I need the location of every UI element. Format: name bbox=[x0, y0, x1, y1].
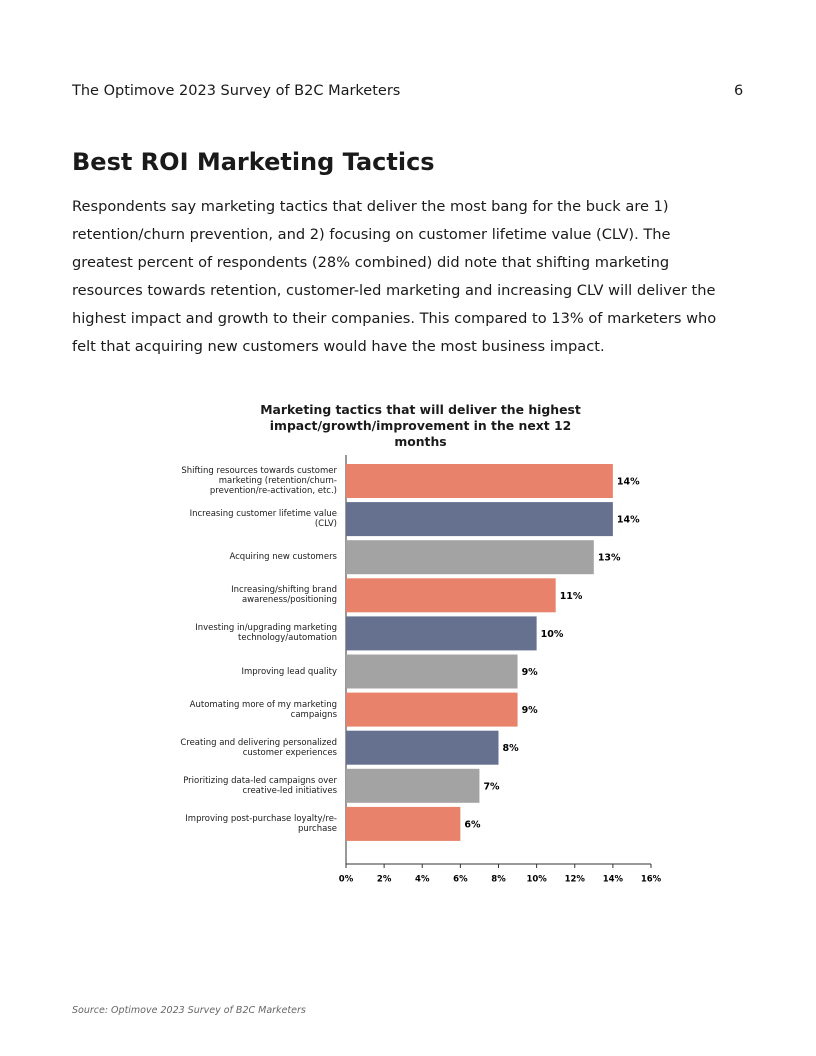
category-label: Increasing/shifting brand awareness/posi… bbox=[231, 585, 337, 606]
value-label: 14% bbox=[617, 477, 640, 488]
x-tick-label: 12% bbox=[565, 875, 586, 885]
category-label: Improving post-purchase loyalty/re-purch… bbox=[185, 813, 337, 834]
paragraph: Respondents say marketing tactics that d… bbox=[72, 198, 717, 355]
value-label: 9% bbox=[522, 667, 539, 678]
page-number: 6 bbox=[734, 83, 744, 99]
bar bbox=[346, 768, 480, 803]
x-tick-label: 2% bbox=[377, 875, 392, 885]
value-label: 10% bbox=[541, 629, 564, 640]
x-tick-label: 10% bbox=[526, 875, 547, 885]
category-label: Increasing customer lifetime value (CLV) bbox=[189, 509, 337, 530]
header-title: The Optimove 2023 Survey of B2C Marketer… bbox=[72, 83, 401, 99]
x-tick-label: 14% bbox=[603, 875, 624, 885]
bar bbox=[346, 654, 518, 689]
category-label: Acquiring new customers bbox=[229, 552, 337, 563]
category-label: Investing in/upgrading marketing technol… bbox=[195, 623, 337, 644]
value-label: 11% bbox=[560, 591, 583, 602]
x-tick-label: 4% bbox=[415, 875, 430, 885]
value-label: 8% bbox=[503, 743, 520, 754]
x-tick-label: 16% bbox=[641, 875, 662, 885]
source: Source: Optimove 2023 Survey of B2C Mark… bbox=[72, 1005, 306, 1016]
category-label: Shifting resources towards customer mark… bbox=[181, 466, 337, 496]
x-tick-label: 0% bbox=[339, 875, 354, 885]
bar bbox=[346, 806, 461, 841]
bar bbox=[346, 540, 594, 575]
bar bbox=[346, 502, 613, 537]
x-tick-label: 6% bbox=[453, 875, 468, 885]
bar bbox=[346, 730, 499, 765]
value-label: 13% bbox=[598, 553, 621, 564]
value-label: 14% bbox=[617, 515, 640, 526]
bar bbox=[346, 578, 556, 613]
category-label: Creating and delivering personalized cus… bbox=[180, 737, 337, 758]
category-label: Prioritizing data-led campaigns over cre… bbox=[183, 775, 337, 796]
value-label: 9% bbox=[522, 705, 539, 716]
bar bbox=[346, 464, 613, 498]
bar bbox=[346, 692, 518, 727]
x-tick-label: 8% bbox=[491, 875, 506, 885]
category-label: Improving lead quality bbox=[241, 666, 337, 677]
chart-title: Marketing tactics that will deliver the … bbox=[260, 402, 581, 449]
bar bbox=[346, 616, 537, 651]
value-label: 7% bbox=[483, 781, 500, 792]
section-title: Best ROI Marketing Tactics bbox=[72, 148, 435, 176]
value-label: 6% bbox=[464, 819, 481, 830]
category-label: Automating more of my marketing campaign… bbox=[189, 699, 337, 720]
